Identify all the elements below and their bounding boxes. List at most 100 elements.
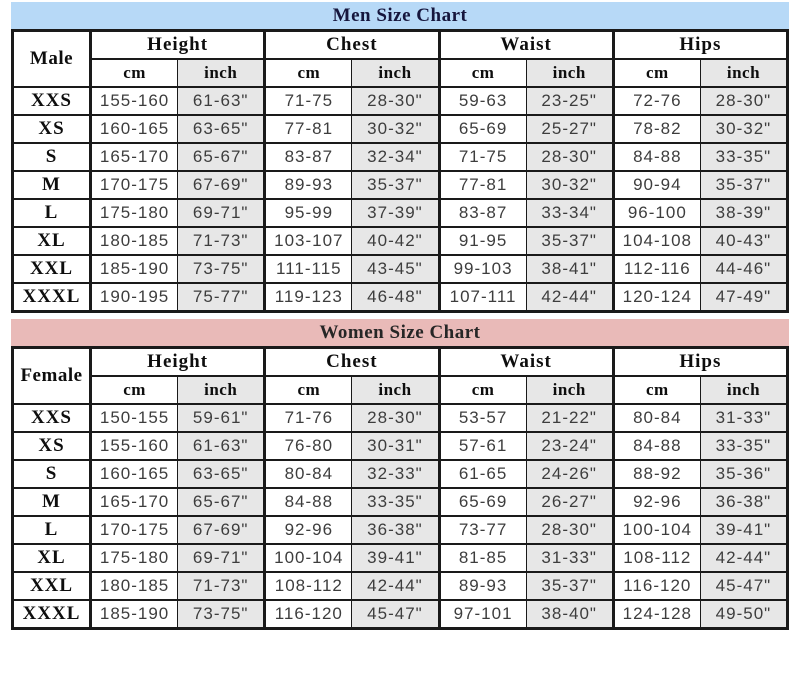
measurement-cell: 31-33" [525, 543, 615, 573]
measurement-cell: 71-75 [263, 86, 353, 116]
measurement-cell: 35-37" [525, 571, 615, 601]
measurement-cell: 49-50" [699, 599, 790, 630]
measurement-cell: 150-155 [88, 403, 179, 433]
unit-header-inch: inch [177, 375, 267, 405]
measurement-cell: 72-76 [611, 86, 701, 116]
measurement-cell: 180-185 [88, 571, 179, 601]
measurement-cell: 175-180 [88, 198, 179, 228]
measurement-cell: 116-120 [611, 571, 701, 601]
men-size-table: Male Height Chest Waist Hips cm inch cm … [11, 29, 790, 313]
measurement-cell: 42-44" [351, 571, 441, 601]
measurement-cell: 71-75 [437, 142, 527, 172]
measurement-cell: 80-84 [263, 459, 353, 489]
size-table-row: XXS 155-160 61-63" 71-75 28-30" 59-63 23-25" 72… [12, 86, 790, 116]
size-table-row: S 160-165 63-65" 80-84 32-33" 61-65 24-26" 88-9… [12, 459, 790, 489]
unit-header-cm: cm [88, 375, 179, 405]
column-group-hips: Hips [611, 29, 788, 60]
measurement-cell: 92-96 [611, 487, 701, 517]
size-table-row: XL 175-180 69-71" 100-104 39-41" 81-85 31-33" 1… [12, 543, 790, 573]
measurement-cell: 96-100 [611, 198, 701, 228]
column-group-hips: Hips [611, 346, 788, 377]
measurement-cell: 38-40" [525, 599, 615, 630]
men-chart-title-bar: Men Size Chart [11, 2, 789, 29]
measurement-cell: 33-35" [699, 431, 790, 461]
unit-header-cm: cm [88, 58, 179, 88]
measurement-cell: 80-84 [611, 403, 701, 433]
measurement-cell: 32-34" [351, 142, 441, 172]
women-chart-title-bar: Women Size Chart [11, 319, 789, 346]
column-group-height: Height [88, 346, 265, 377]
column-group-waist: Waist [437, 29, 614, 60]
size-table-row: L 170-175 67-69" 92-96 36-38" 73-77 28-30" 100-… [12, 515, 790, 545]
measurement-cell: 23-25" [525, 86, 615, 116]
measurement-cell: 97-101 [437, 599, 527, 630]
column-group-chest: Chest [263, 29, 439, 60]
size-table-row: XS 160-165 63-65" 77-81 30-32" 65-69 25-27" 78-… [12, 114, 790, 144]
measurement-cell: 35-37" [525, 226, 615, 256]
measurement-cell: 63-65" [177, 459, 267, 489]
measurement-cell: 75-77" [177, 282, 267, 313]
measurement-cell: 31-33" [699, 403, 790, 433]
column-group-waist: Waist [437, 346, 614, 377]
measurement-cell: 112-116 [611, 254, 701, 284]
size-label-cell: S [12, 142, 91, 172]
measurement-cell: 81-85 [437, 543, 527, 573]
measurement-cell: 155-160 [88, 86, 179, 116]
unit-header-row: cm inch cm inch cm inch cm inch [13, 375, 790, 405]
measurement-cell: 69-71" [177, 198, 267, 228]
size-label-cell: XL [12, 226, 91, 256]
measurement-cell: 100-104 [611, 515, 701, 545]
measurement-cell: 46-48" [351, 282, 441, 313]
unit-header-cm: cm [611, 375, 701, 405]
measurement-cell: 119-123 [263, 282, 353, 313]
measurement-cell: 30-32" [351, 114, 441, 144]
size-table-row: XXL 180-185 71-73" 108-112 42-44" 89-93 35-37"… [12, 571, 790, 601]
men-chart-title: Men Size Chart [332, 4, 468, 26]
unit-header-inch: inch [699, 58, 790, 88]
unit-header-inch: inch [525, 58, 615, 88]
men-size-chart-section: Men Size Chart Male Height Chest Waist H… [11, 2, 790, 313]
size-label-cell: XXXL [12, 599, 91, 630]
measurement-cell: 36-38" [699, 487, 790, 517]
measurement-cell: 160-165 [88, 114, 179, 144]
measurement-cell: 91-95 [437, 226, 527, 256]
measurement-cell: 59-61" [177, 403, 267, 433]
measurement-cell: 71-73" [177, 226, 267, 256]
size-label-cell: M [12, 170, 91, 200]
measurement-cell: 103-107 [263, 226, 353, 256]
measurement-cell: 42-44" [699, 543, 790, 573]
measurement-cell: 84-88 [611, 431, 701, 461]
measurement-cell: 76-80 [263, 431, 353, 461]
measurement-cell: 180-185 [88, 226, 179, 256]
measurement-cell: 83-87 [437, 198, 527, 228]
size-label-cell: XS [12, 114, 91, 144]
measurement-cell: 185-190 [88, 599, 179, 630]
size-label-cell: S [12, 459, 91, 489]
size-label-cell: M [12, 487, 91, 517]
measurement-cell: 67-69" [177, 170, 267, 200]
row-label-header: Female [12, 346, 92, 405]
measurement-cell: 37-39" [351, 198, 441, 228]
group-header-row: Female Height Chest Waist Hips [12, 346, 788, 405]
measurement-cell: 190-195 [88, 282, 179, 313]
measurement-cell: 35-37" [699, 170, 790, 200]
size-label-cell: XL [12, 543, 91, 573]
measurement-cell: 43-45" [351, 254, 441, 284]
measurement-cell: 33-35" [351, 487, 441, 517]
measurement-cell: 28-30" [351, 403, 441, 433]
measurement-cell: 104-108 [611, 226, 701, 256]
size-table-row: S 165-170 65-67" 83-87 32-34" 71-75 28-30" 84-8… [12, 142, 790, 172]
measurement-cell: 33-34" [525, 198, 615, 228]
measurement-cell: 42-44" [525, 282, 615, 313]
measurement-cell: 170-175 [88, 515, 179, 545]
measurement-cell: 124-128 [611, 599, 701, 630]
measurement-cell: 71-73" [177, 571, 267, 601]
measurement-cell: 57-61 [437, 431, 527, 461]
measurement-cell: 73-75" [177, 254, 267, 284]
group-header-row: Male Height Chest Waist Hips [12, 29, 788, 88]
measurement-cell: 38-39" [699, 198, 790, 228]
size-label-cell: XS [12, 431, 91, 461]
size-label-cell: L [12, 198, 91, 228]
unit-header-inch: inch [351, 58, 441, 88]
size-label-cell: XXL [12, 254, 91, 284]
